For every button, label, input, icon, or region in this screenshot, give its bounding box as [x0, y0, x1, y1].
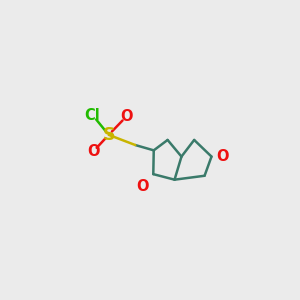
Text: O: O	[120, 109, 132, 124]
Text: O: O	[87, 144, 100, 159]
Text: O: O	[216, 149, 229, 164]
Text: Cl: Cl	[85, 107, 101, 122]
Text: O: O	[136, 179, 148, 194]
Text: S: S	[103, 126, 115, 144]
